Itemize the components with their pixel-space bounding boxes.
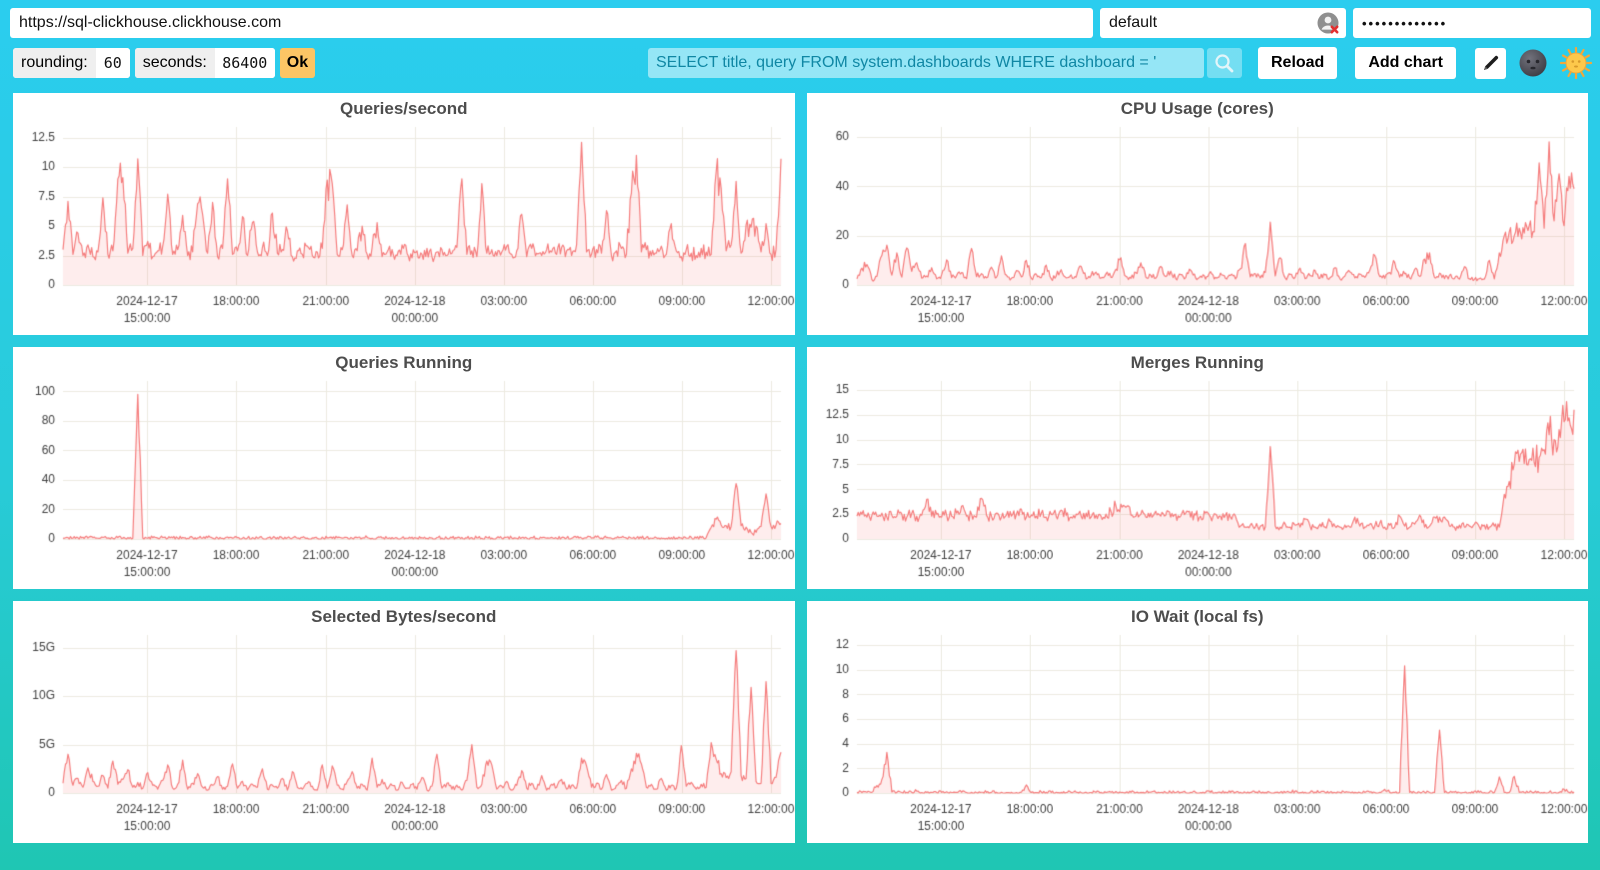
chart-panel-merges-running: Merges Running [806,347,1588,589]
dashboard-grid: Queries/second CPU Usage (cores) Queries… [0,79,1600,843]
dashboard-query-input[interactable] [647,48,1204,78]
seconds-input[interactable] [214,48,275,78]
user-x-icon [1317,12,1339,34]
chart-panel-cpu-usage: CPU Usage (cores) [806,93,1588,335]
password-input[interactable] [1353,8,1591,38]
queries-running-chart[interactable] [13,347,795,589]
reload-button[interactable]: Reload [1257,47,1338,79]
chart-panel-selected-bytes: Selected Bytes/second [13,601,795,843]
chart-panel-queries-running: Queries Running [13,347,795,589]
rounding-field: rounding: [13,48,130,78]
add-chart-button[interactable]: Add chart [1355,47,1456,79]
rounding-label: rounding: [13,48,96,78]
moon-face-icon [1519,49,1547,77]
sun-face-icon [1560,47,1592,79]
url-input[interactable] [10,8,1093,38]
pencil-icon [1483,55,1498,70]
connection-toolbar [0,0,1600,38]
chart-panel-io-wait: IO Wait (local fs) [806,601,1588,843]
dark-theme-toggle[interactable] [1517,47,1549,79]
cpu-usage-chart[interactable] [806,93,1588,335]
rounding-input[interactable] [95,48,130,78]
edit-queries-button[interactable] [1475,47,1506,79]
run-query-button[interactable] [1206,48,1242,78]
io-wait-chart[interactable] [806,601,1588,843]
queries-per-second-chart[interactable] [13,93,795,335]
light-theme-toggle[interactable] [1560,47,1592,79]
selected-bytes-chart[interactable] [13,601,795,843]
dashboard-toolbar: rounding: seconds: Ok Reload Add chart [0,38,1600,79]
user-field-wrap [1100,8,1346,38]
magnifier-icon [1215,54,1234,73]
seconds-label: seconds: [134,48,215,78]
seconds-field: seconds: [134,48,275,78]
merges-running-chart[interactable] [806,347,1588,589]
chart-panel-queries-per-second: Queries/second [13,93,795,335]
ok-button[interactable]: Ok [279,48,316,78]
user-input[interactable] [1100,8,1346,38]
